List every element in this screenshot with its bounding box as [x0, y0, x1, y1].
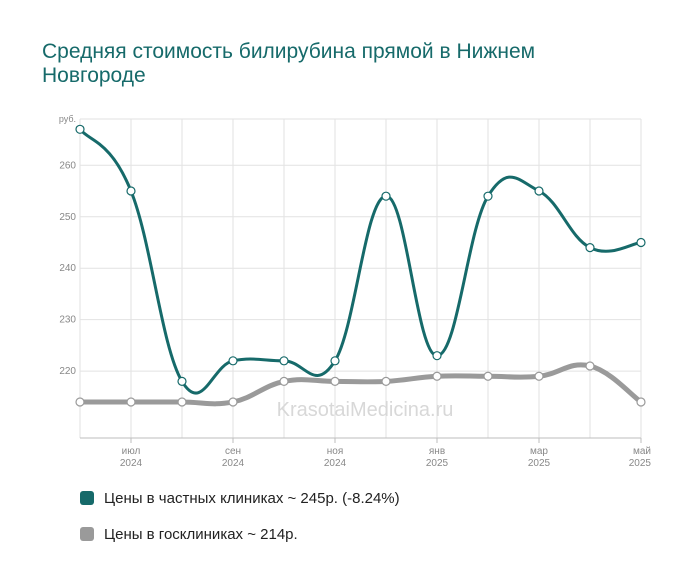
x-tick-month: май	[633, 446, 651, 457]
grid	[79, 118, 642, 439]
data-point-private	[126, 186, 136, 196]
series-lines	[77, 127, 644, 407]
data-point-private	[381, 191, 391, 201]
data-point-private	[75, 124, 85, 134]
x-tick-year: 2025	[528, 458, 551, 469]
y-tick-label: 250	[59, 212, 76, 223]
data-point-private	[534, 186, 544, 196]
y-tick-label: 260	[59, 160, 76, 171]
data-point-private	[279, 356, 289, 366]
legend-label-public: Цены в госклиниках ~ 214р.	[104, 525, 298, 543]
data-point-public	[636, 397, 646, 407]
data-point-private	[585, 243, 595, 253]
x-tick-year: 2024	[324, 458, 347, 469]
x-tick-year: 2025	[426, 458, 449, 469]
series-line-private	[78, 127, 643, 395]
data-point-public	[75, 397, 85, 407]
x-tick-year: 2025	[629, 458, 652, 469]
data-point-public	[126, 397, 136, 407]
y-tick-label: 230	[59, 315, 76, 326]
data-point-private	[330, 356, 340, 366]
legend-swatch-public	[80, 527, 94, 541]
data-point-public	[381, 376, 391, 387]
legend-label-private: Цены в частных клиниках ~ 245р. (-8.24%)	[104, 489, 400, 507]
x-axis: июл2024сен2024ноя2024янв2025мар2025май20…	[120, 438, 652, 469]
x-tick-month: июл	[122, 446, 141, 457]
data-point-public	[177, 397, 187, 407]
y-axis-unit: руб.	[59, 114, 76, 124]
y-tick-label: 220	[59, 366, 76, 377]
watermark: KrasotaiMedicina.ru	[277, 399, 454, 421]
data-point-private	[636, 237, 646, 248]
x-tick-month: ноя	[327, 446, 344, 457]
data-point-private	[432, 351, 442, 361]
legend-item-public[interactable]: Цены в госклиниках ~ 214р.	[80, 524, 400, 544]
x-tick-year: 2024	[120, 458, 143, 469]
data-point-public	[330, 376, 340, 387]
y-tick-label: 240	[59, 263, 76, 274]
data-point-public	[279, 376, 289, 387]
x-tick-year: 2024	[222, 458, 245, 469]
data-point-private	[483, 191, 493, 201]
legend-swatch-private	[80, 491, 94, 505]
data-point-private	[177, 376, 187, 387]
x-tick-month: мар	[530, 446, 548, 457]
y-axis: руб. 220 230 240 250 260	[59, 114, 77, 377]
x-tick-month: янв	[429, 446, 445, 457]
legend: Цены в частных клиниках ~ 245р. (-8.24%)…	[80, 488, 400, 560]
series-points	[75, 124, 646, 407]
legend-item-private[interactable]: Цены в частных клиниках ~ 245р. (-8.24%)	[80, 488, 400, 508]
data-point-public	[228, 397, 238, 407]
data-point-public	[534, 371, 544, 381]
data-point-public	[432, 371, 442, 381]
data-point-private	[228, 356, 238, 366]
data-point-public	[483, 371, 493, 381]
chart-title: Средняя стоимость билирубина прямой в Ни…	[42, 40, 536, 87]
data-point-public	[585, 361, 595, 371]
x-tick-month: сен	[225, 446, 241, 457]
